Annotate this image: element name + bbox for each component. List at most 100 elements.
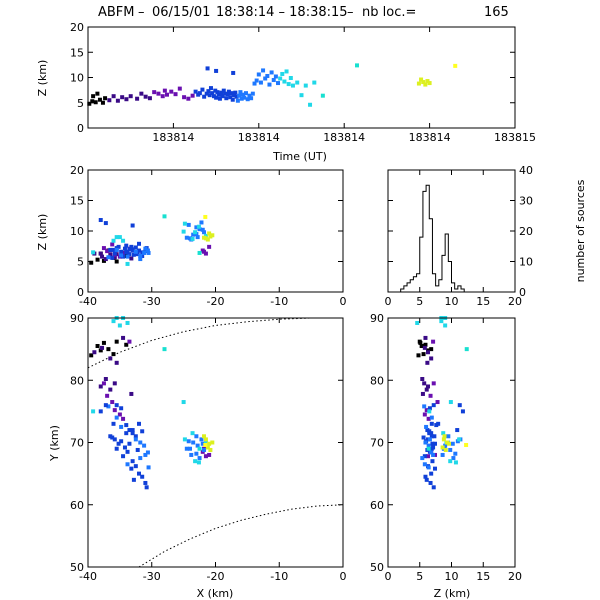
source-point <box>464 347 469 352</box>
source-point <box>143 480 148 485</box>
y-vs-z-panel: 0 5 10 15 20 50 60 70 80 90 Z (km) <box>370 312 522 600</box>
source-point <box>91 94 96 99</box>
x-tick-label: 0 <box>340 570 347 583</box>
x-tick-label: -20 <box>207 570 225 583</box>
z-histogram-ylabel: number of sources <box>574 179 587 282</box>
source-point <box>114 360 119 365</box>
y-tick-label: 5 <box>77 256 84 269</box>
source-point <box>110 255 115 260</box>
source-point <box>130 459 135 464</box>
source-point <box>133 245 138 250</box>
source-point <box>121 454 126 459</box>
source-point <box>181 400 186 405</box>
source-point <box>124 250 129 255</box>
x-tick-label: 0 <box>385 570 392 583</box>
source-point <box>308 102 313 107</box>
source-point <box>199 437 204 442</box>
source-point <box>207 452 212 457</box>
source-point <box>422 462 427 467</box>
source-point <box>147 96 152 101</box>
source-point <box>436 421 441 426</box>
source-point <box>429 356 434 361</box>
source-point <box>237 93 242 98</box>
source-point <box>416 81 421 86</box>
source-point <box>112 381 117 386</box>
source-point <box>190 93 195 98</box>
source-point <box>124 423 129 428</box>
source-point <box>143 452 148 457</box>
source-point <box>312 80 317 85</box>
source-point <box>131 477 136 482</box>
source-point <box>114 415 119 420</box>
source-point <box>111 421 116 426</box>
source-point <box>116 244 121 249</box>
y-tick-label: 30 <box>519 195 533 208</box>
source-point <box>231 70 236 75</box>
source-point <box>220 94 225 99</box>
y-tick-label: 20 <box>519 225 533 238</box>
title-count: 165 <box>484 5 509 20</box>
y-tick-label: 50 <box>370 561 384 574</box>
y-tick-label: 0 <box>77 286 84 299</box>
source-point <box>164 92 169 97</box>
source-point <box>121 238 126 243</box>
y-vs-x-frame <box>87 317 344 568</box>
source-point <box>92 350 97 355</box>
x-tick-label: -40 <box>79 570 97 583</box>
source-point <box>193 89 198 94</box>
source-point <box>420 456 425 461</box>
title-network: ABFM <box>98 5 135 20</box>
source-point <box>245 97 250 102</box>
source-point <box>303 83 308 88</box>
y-tick-label: 10 <box>70 225 84 238</box>
y-tick-label: 15 <box>70 195 84 208</box>
source-point <box>146 250 151 255</box>
source-point <box>247 93 252 98</box>
source-point <box>431 403 436 408</box>
source-point <box>203 437 208 442</box>
source-point <box>242 95 247 100</box>
source-point <box>265 73 270 78</box>
source-point <box>464 442 469 447</box>
source-point <box>197 456 202 461</box>
y-tick-label: 20 <box>70 21 84 34</box>
source-point <box>273 74 278 79</box>
source-point <box>423 82 428 87</box>
source-point <box>263 76 268 81</box>
source-point <box>169 89 174 94</box>
source-point <box>417 339 422 344</box>
source-point <box>90 99 95 104</box>
source-point <box>441 437 446 442</box>
source-point <box>420 391 425 396</box>
source-point <box>95 344 100 349</box>
source-point <box>439 319 444 324</box>
source-point <box>107 98 112 103</box>
title-dash-2: – <box>347 5 354 20</box>
source-point <box>130 428 135 433</box>
source-point <box>432 441 437 446</box>
source-point <box>197 446 202 451</box>
z-vs-x-ylabel: Z (km) <box>36 214 49 251</box>
source-point <box>426 443 431 448</box>
source-point <box>202 235 207 240</box>
source-point <box>191 440 196 445</box>
x-tick-label: -30 <box>143 295 161 308</box>
source-point <box>455 428 460 433</box>
source-point <box>137 471 141 476</box>
source-point <box>127 428 132 433</box>
x-tick-label: -10 <box>270 570 288 583</box>
source-point <box>423 342 428 347</box>
source-point <box>195 235 200 240</box>
x-tick-label: -40 <box>79 295 97 308</box>
source-point <box>421 352 426 357</box>
source-point <box>451 456 456 461</box>
source-point <box>137 421 141 426</box>
source-point <box>426 384 431 389</box>
source-point <box>202 249 207 254</box>
source-point <box>210 233 215 238</box>
source-point <box>114 247 119 252</box>
source-point <box>121 416 126 421</box>
source-point <box>137 248 141 253</box>
source-point <box>419 77 424 82</box>
source-point <box>115 98 120 103</box>
